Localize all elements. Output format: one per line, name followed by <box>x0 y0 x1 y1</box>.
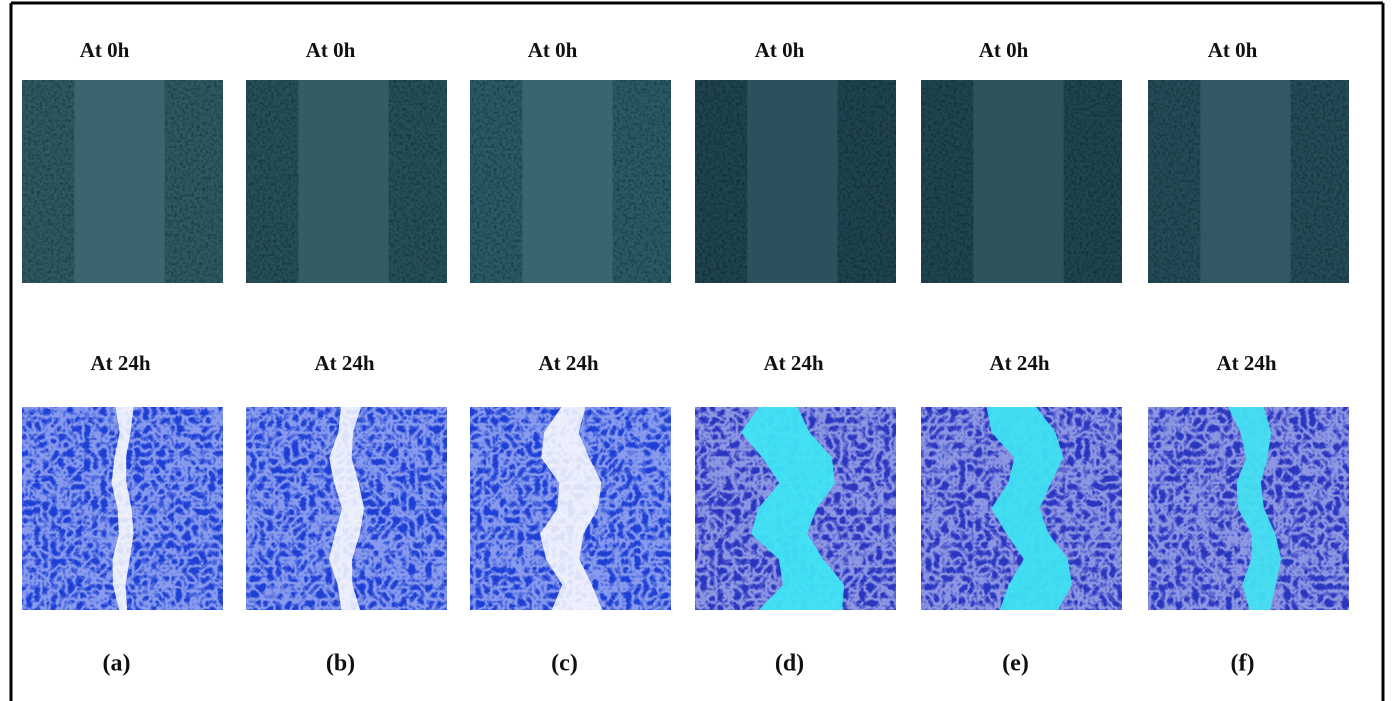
panel-label: (b) <box>326 651 355 677</box>
micrograph-24h <box>921 407 1122 610</box>
scratch-gap <box>74 80 164 283</box>
scratch-gap <box>298 80 388 283</box>
panel-label: (a) <box>103 651 131 677</box>
micrograph-0h <box>921 80 1122 283</box>
texture <box>838 80 896 283</box>
scratch-gap <box>522 80 612 283</box>
texture <box>1291 80 1349 283</box>
panel-label: (c) <box>551 651 578 677</box>
micrograph-24h <box>470 407 671 610</box>
time-label: At 0h <box>306 38 356 62</box>
panel-label: (d) <box>775 651 804 677</box>
time-label: At 24h <box>763 351 823 375</box>
time-label: At 0h <box>979 38 1029 62</box>
texture <box>22 80 74 283</box>
scratch-gap <box>973 80 1063 283</box>
time-label: At 0h <box>755 38 805 62</box>
texture <box>389 80 447 283</box>
texture <box>246 80 298 283</box>
micrograph-0h <box>695 80 896 283</box>
texture <box>470 80 522 283</box>
micrograph-0h <box>470 80 671 283</box>
micrograph-24h <box>1148 407 1349 610</box>
time-label: At 24h <box>989 351 1049 375</box>
micrograph-0h <box>1148 80 1349 283</box>
time-label: At 0h <box>80 38 130 62</box>
time-label: At 0h <box>528 38 578 62</box>
scratch-gap <box>747 80 837 283</box>
micrograph-0h <box>22 80 223 283</box>
texture <box>613 80 671 283</box>
texture <box>1064 80 1122 283</box>
texture <box>695 80 747 283</box>
micrograph-24h <box>22 407 223 610</box>
time-label: At 24h <box>1216 351 1276 375</box>
scratch-gap <box>1200 80 1290 283</box>
page: At 0h At 24h (a) At 0h At 24h (b) At 0h At 24h (… <box>0 0 1394 701</box>
panel-label: (e) <box>1002 651 1029 677</box>
texture <box>165 80 223 283</box>
time-label: At 24h <box>90 351 150 375</box>
figure: At 0h At 24h (a) At 0h At 24h (b) At 0h At 24h (… <box>0 0 1394 701</box>
time-label: At 24h <box>314 351 374 375</box>
time-label: At 0h <box>1208 38 1258 62</box>
micrograph-0h <box>246 80 447 283</box>
texture <box>921 80 973 283</box>
time-label: At 24h <box>538 351 598 375</box>
texture <box>1148 80 1200 283</box>
micrograph-24h <box>695 407 896 610</box>
micrograph-24h <box>246 407 447 610</box>
panel-label: (f) <box>1231 651 1255 677</box>
